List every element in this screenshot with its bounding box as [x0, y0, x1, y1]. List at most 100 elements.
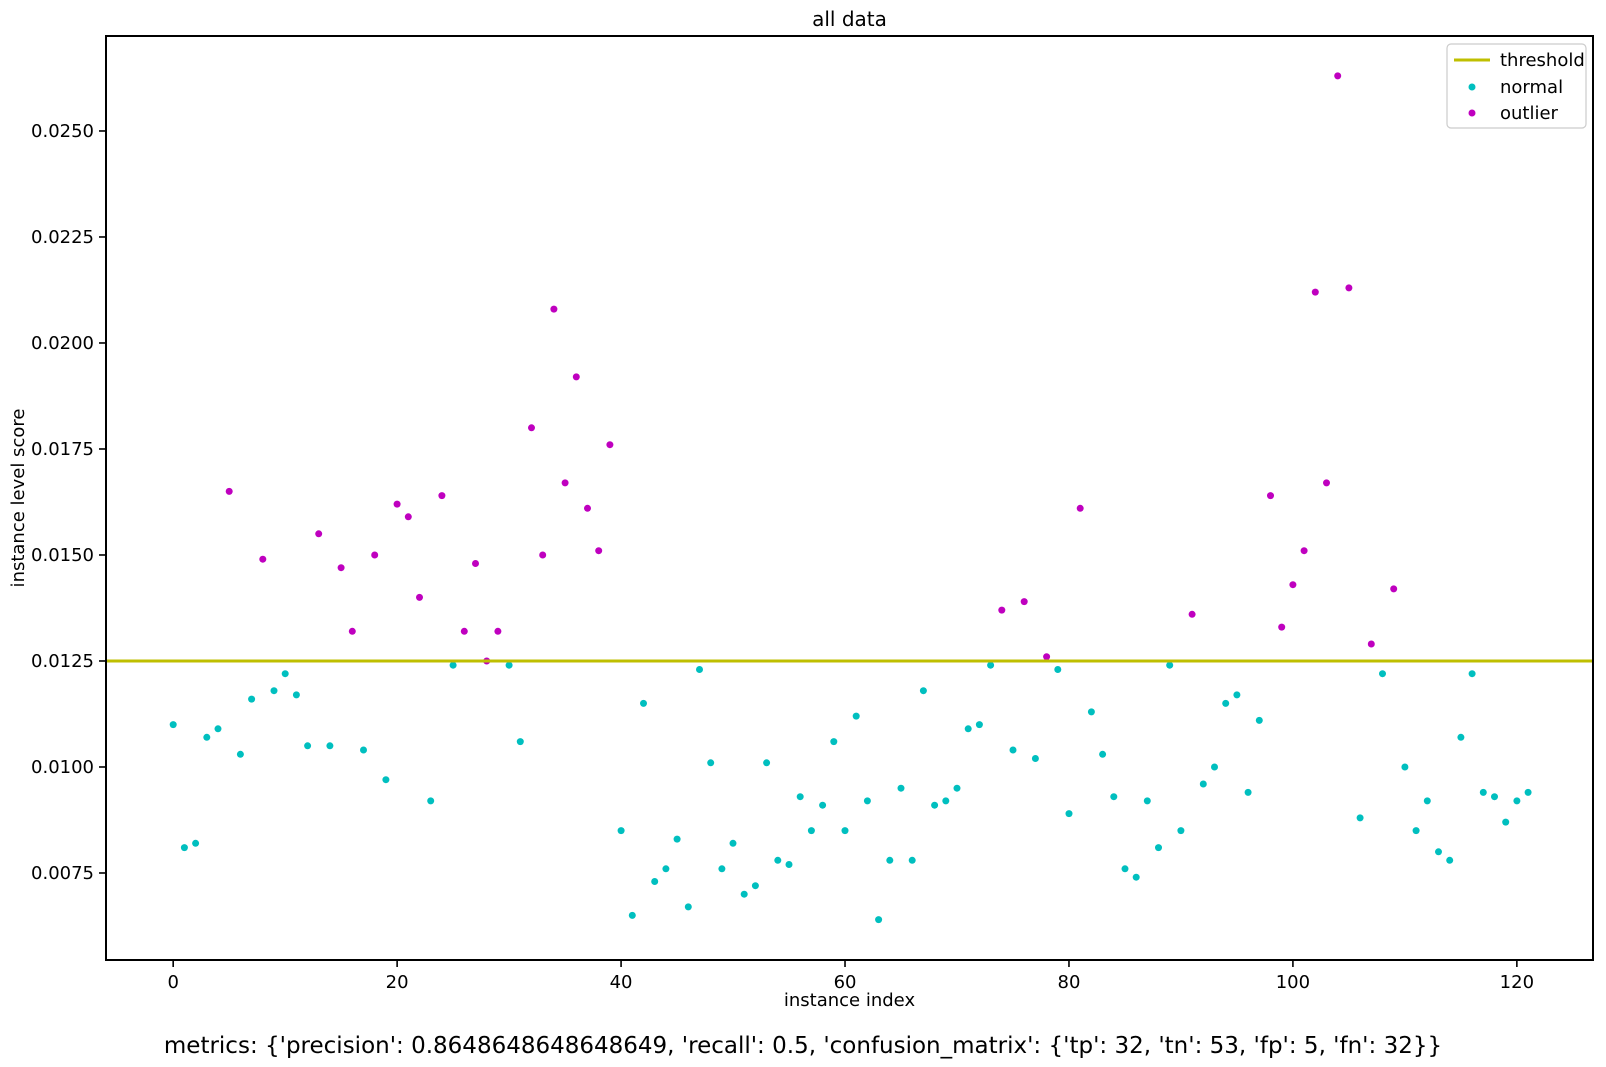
normal-point: [975, 721, 983, 729]
outlier-point: [1345, 284, 1353, 292]
normal-point: [819, 801, 827, 809]
outlier-point: [572, 373, 580, 381]
outlier-point: [1334, 72, 1342, 80]
normal-point: [1479, 788, 1487, 796]
normal-point: [751, 882, 759, 890]
outlier-point: [1300, 547, 1308, 555]
y-axis-label: instance level score: [8, 409, 29, 588]
normal-point: [1446, 856, 1454, 864]
normal-point: [774, 856, 782, 864]
outlier-point: [528, 424, 535, 432]
normal-point: [180, 844, 188, 852]
normal-point: [740, 890, 748, 898]
outlier-point: [393, 500, 401, 508]
normal-point: [304, 742, 312, 750]
outlier-point: [416, 593, 423, 601]
normal-point: [214, 725, 222, 733]
normal-point: [1166, 661, 1174, 669]
normal-point: [662, 865, 670, 873]
normal-point: [1524, 788, 1532, 796]
normal-point: [684, 903, 692, 911]
normal-point: [203, 733, 211, 741]
outlier-point: [460, 627, 468, 635]
outlier-point: [1311, 288, 1319, 296]
outlier-point: [561, 479, 569, 487]
normal-point: [830, 738, 838, 746]
outlier-point: [595, 547, 603, 555]
normal-point: [1435, 848, 1442, 856]
normal-point: [696, 666, 703, 673]
outlier-point: [348, 627, 356, 635]
metrics-text: metrics: {'precision': 0.864864864864864…: [164, 1033, 1442, 1059]
normal-point: [1244, 788, 1252, 796]
normal-point: [919, 687, 927, 695]
y-tick-label: 0.0200: [31, 333, 94, 354]
normal-point: [931, 801, 939, 809]
x-tick-label: 0: [167, 972, 178, 993]
normal-point: [1457, 733, 1465, 741]
outlier-point: [1188, 610, 1196, 618]
normal-point: [1132, 873, 1140, 881]
normal-point: [1255, 716, 1263, 724]
normal-point: [360, 746, 367, 754]
legend-outlier-dot-sample: [1468, 109, 1476, 117]
normal-point: [248, 695, 256, 703]
outlier-point: [472, 560, 479, 567]
normal-point: [326, 742, 334, 750]
outlier-point: [1267, 492, 1274, 500]
outlier-point: [494, 627, 502, 635]
y-tick-label: 0.0075: [31, 863, 94, 884]
outlier-point: [225, 487, 233, 495]
normal-point: [236, 750, 244, 758]
normal-point: [875, 916, 883, 924]
outlier-point: [1390, 585, 1398, 593]
normal-point: [1468, 670, 1476, 678]
normal-point: [192, 839, 200, 847]
chart-title: all data: [812, 7, 887, 31]
normal-point: [673, 835, 681, 843]
outlier-point: [1076, 504, 1084, 512]
plot-area: 0 20 40 60 80 100 120 0.0075 0.0100 0.0125 0.0150 0…: [31, 35, 1594, 993]
normal-point: [1177, 827, 1185, 835]
y-tick-label: 0.0175: [31, 439, 94, 460]
normal-point: [1054, 666, 1062, 673]
normal-point: [908, 856, 916, 864]
normal-point: [942, 797, 950, 805]
y-tick-label: 0.0125: [31, 651, 94, 672]
normal-point: [863, 797, 871, 805]
x-tick-label: 60: [834, 972, 857, 993]
normal-point: [1087, 708, 1095, 716]
normal-point: [292, 691, 300, 699]
normal-point: [1065, 810, 1073, 818]
x-tick-label: 100: [1276, 972, 1310, 993]
normal-point: [1401, 763, 1409, 771]
normal-point: [785, 861, 793, 868]
normal-point: [807, 827, 815, 835]
legend-threshold-label: threshold: [1500, 50, 1585, 71]
normal-point: [1143, 797, 1151, 805]
normal-point: [281, 670, 289, 678]
normal-point: [651, 878, 659, 885]
normal-point: [987, 661, 995, 669]
outlier-point: [371, 551, 379, 559]
normal-point: [1222, 699, 1230, 707]
normal-point: [841, 827, 849, 835]
normal-point: [796, 793, 804, 801]
legend-outlier-label: outlier: [1500, 103, 1559, 124]
normal-point: [1502, 818, 1510, 826]
outlier-point: [606, 441, 614, 449]
y-tick-label: 0.0250: [31, 121, 94, 142]
legend-normal-dot-sample: [1468, 83, 1476, 91]
normal-point: [1379, 670, 1386, 678]
normal-point: [1356, 814, 1364, 822]
y-tick-label: 0.0150: [31, 545, 94, 566]
normal-point: [427, 797, 435, 805]
normal-point: [169, 721, 177, 729]
normal-point: [964, 725, 972, 733]
axes-frame: [105, 35, 1594, 961]
x-tick-label: 120: [1500, 972, 1534, 993]
normal-point: [763, 759, 771, 767]
normal-point: [897, 784, 905, 792]
